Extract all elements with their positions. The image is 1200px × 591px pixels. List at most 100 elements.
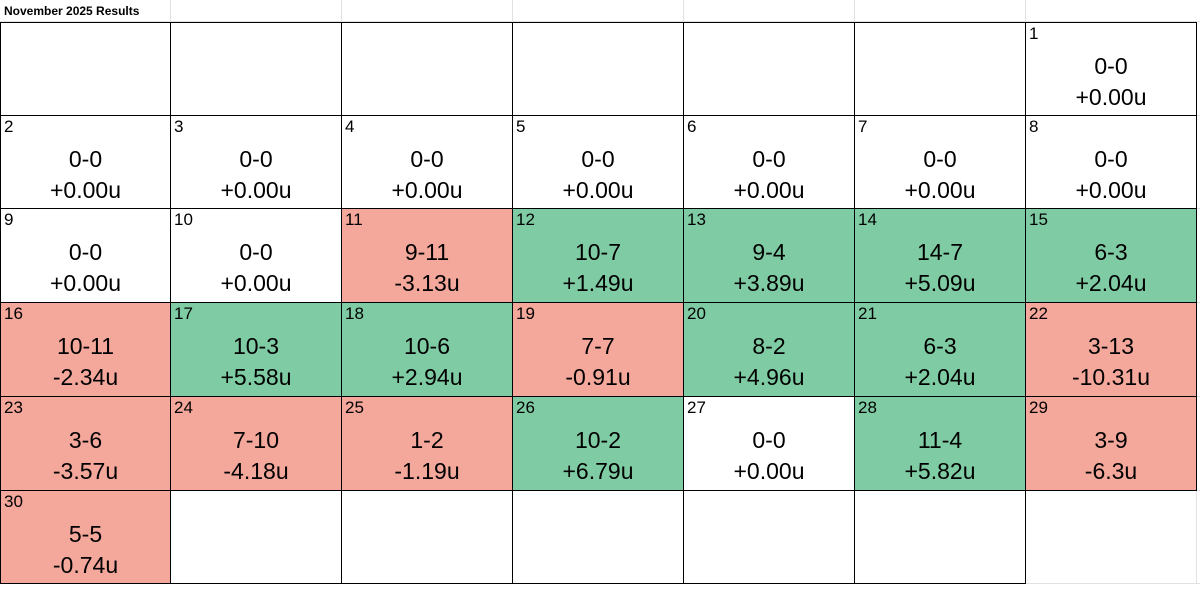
win-loss-record: 10-2: [574, 427, 622, 453]
day-number: 18: [345, 304, 364, 323]
units-result: +0.00u: [1075, 177, 1147, 203]
units-result: -3.57u: [52, 458, 119, 484]
day-cell[interactable]: 26 10-2 +6.79u: [513, 397, 684, 491]
day-cell[interactable]: 17 10-3 +5.58u: [171, 303, 342, 397]
day-cell[interactable]: 20 8-2 +4.96u: [684, 303, 855, 397]
units-result: -3.13u: [394, 270, 460, 296]
day-number: 1: [1029, 24, 1039, 43]
day-number: 24: [174, 398, 193, 417]
header-cell[interactable]: [342, 0, 513, 22]
header-cell[interactable]: [684, 0, 855, 22]
day-number: 28: [858, 398, 877, 417]
empty-day-cell[interactable]: [855, 22, 1026, 116]
win-loss-record: 6-3: [1094, 239, 1128, 265]
day-cell[interactable]: 5 0-0 +0.00u: [513, 116, 684, 209]
win-loss-record: 9-4: [752, 239, 786, 265]
day-cell[interactable]: 19 7-7 -0.91u: [513, 303, 684, 397]
day-number: 26: [516, 398, 535, 417]
empty-sheet-cell[interactable]: [1197, 22, 1200, 116]
day-number: 29: [1029, 398, 1048, 417]
day-cell[interactable]: 29 3-9 -6.3u: [1026, 397, 1197, 491]
day-cell[interactable]: 23 3-6 -3.57u: [0, 397, 171, 491]
day-number: 30: [4, 492, 23, 511]
units-result: +0.00u: [50, 177, 121, 203]
empty-day-cell[interactable]: [0, 22, 171, 116]
empty-day-cell[interactable]: [171, 22, 342, 116]
win-loss-record: 0-0: [923, 146, 957, 172]
day-cell[interactable]: 30 5-5 -0.74u: [0, 491, 171, 584]
win-loss-record: 0-0: [239, 239, 273, 265]
day-cell[interactable]: 13 9-4 +3.89u: [684, 209, 855, 303]
day-cell[interactable]: 4 0-0 +0.00u: [342, 116, 513, 209]
win-loss-record: 3-9: [1094, 427, 1128, 453]
win-loss-record: 0-0: [68, 146, 103, 172]
day-cell[interactable]: 21 6-3 +2.04u: [855, 303, 1026, 397]
header-cell[interactable]: [855, 0, 1026, 22]
day-cell[interactable]: 10 0-0 +0.00u: [171, 209, 342, 303]
day-cell[interactable]: 22 3-13 -10.31u: [1026, 303, 1197, 397]
win-loss-record: 0-0: [68, 239, 103, 265]
header-cell[interactable]: [171, 0, 342, 22]
win-loss-record: 0-0: [581, 146, 615, 172]
units-result: +1.49u: [562, 270, 634, 296]
win-loss-record: 0-0: [752, 427, 786, 453]
win-loss-record: 5-5: [68, 521, 103, 547]
units-result: +4.96u: [733, 364, 805, 390]
day-number: 13: [687, 210, 706, 229]
day-cell[interactable]: 9 0-0 +0.00u: [0, 209, 171, 303]
units-result: -10.31u: [1071, 364, 1150, 390]
day-cell[interactable]: 11 9-11 -3.13u: [342, 209, 513, 303]
win-loss-record: 0-0: [1094, 53, 1128, 79]
header-cell[interactable]: [1026, 0, 1200, 22]
win-loss-record: 10-7: [574, 239, 622, 265]
day-number: 11: [345, 210, 363, 229]
day-cell[interactable]: 28 11-4 +5.82u: [855, 397, 1026, 491]
day-cell[interactable]: 15 6-3 +2.04u: [1026, 209, 1197, 303]
empty-day-cell[interactable]: [513, 491, 684, 584]
day-number: 4: [345, 117, 355, 136]
day-cell[interactable]: 24 7-10 -4.18u: [171, 397, 342, 491]
win-loss-record: 3-13: [1087, 333, 1135, 359]
day-cell[interactable]: 3 0-0 +0.00u: [171, 116, 342, 209]
day-number: 7: [858, 117, 868, 136]
day-cell[interactable]: 27 0-0 +0.00u: [684, 397, 855, 491]
empty-sheet-cell[interactable]: [1197, 303, 1200, 397]
units-result: -4.18u: [223, 458, 289, 484]
empty-day-cell[interactable]: [855, 491, 1026, 584]
units-result: +0.00u: [220, 270, 292, 296]
day-number: 9: [4, 210, 14, 229]
units-result: +2.04u: [904, 364, 976, 390]
title-cell[interactable]: [0, 0, 171, 22]
empty-sheet-cell[interactable]: [1197, 116, 1200, 209]
empty-sheet-cell[interactable]: [1026, 491, 1197, 584]
units-result: +5.82u: [904, 458, 976, 484]
day-number: 16: [4, 304, 23, 323]
day-number: 6: [687, 117, 697, 136]
header-cell[interactable]: [513, 0, 684, 22]
day-cell[interactable]: 25 1-2 -1.19u: [342, 397, 513, 491]
day-cell[interactable]: 7 0-0 +0.00u: [855, 116, 1026, 209]
day-number: 25: [345, 398, 364, 417]
day-cell[interactable]: 14 14-7 +5.09u: [855, 209, 1026, 303]
day-cell[interactable]: 12 10-7 +1.49u: [513, 209, 684, 303]
day-cell[interactable]: 1 0-0 +0.00u: [1026, 22, 1197, 116]
empty-day-cell[interactable]: [513, 22, 684, 116]
empty-day-cell[interactable]: [171, 491, 342, 584]
day-cell[interactable]: 2 0-0 +0.00u: [0, 116, 171, 209]
empty-sheet-cell[interactable]: [1197, 209, 1200, 303]
empty-sheet-cell[interactable]: [1197, 397, 1200, 491]
empty-day-cell[interactable]: [342, 491, 513, 584]
day-cell[interactable]: 18 10-6 +2.94u: [342, 303, 513, 397]
empty-day-cell[interactable]: [684, 491, 855, 584]
empty-day-cell[interactable]: [684, 22, 855, 116]
day-number: 15: [1029, 210, 1048, 229]
day-number: 21: [858, 304, 877, 323]
day-cell[interactable]: 16 10-11 -2.34u: [0, 303, 171, 397]
day-cell[interactable]: 6 0-0 +0.00u: [684, 116, 855, 209]
empty-sheet-cell[interactable]: [1197, 491, 1200, 584]
units-result: +0.00u: [562, 177, 634, 203]
day-cell[interactable]: 8 0-0 +0.00u: [1026, 116, 1197, 209]
units-result: +5.58u: [220, 364, 292, 390]
empty-day-cell[interactable]: [342, 22, 513, 116]
